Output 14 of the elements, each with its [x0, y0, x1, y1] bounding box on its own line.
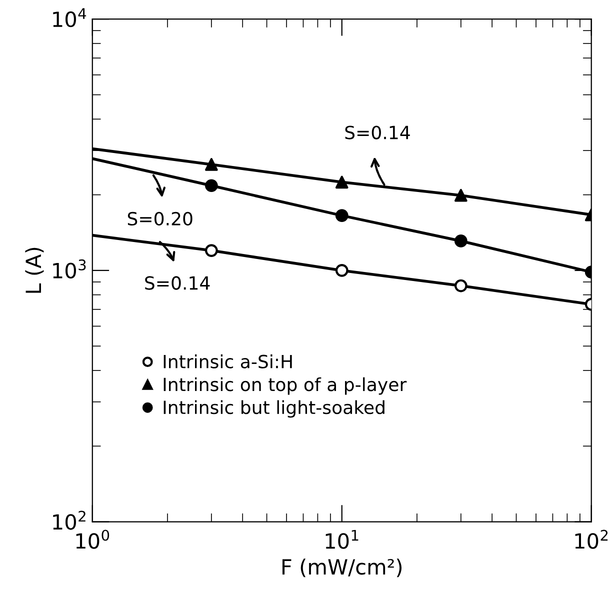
y-tick-label: 10$^{3}$	[53, 259, 86, 278]
x-tick-label: 10$^{2}$	[575, 530, 608, 549]
y-axis-title: L (A)	[25, 248, 44, 293]
annotation: S=0.14	[145, 276, 210, 290]
annotation: S=0.20	[128, 212, 192, 226]
legend-label: Intrinsic on top of a p-layer	[164, 377, 407, 395]
y-tick-label: 10$^{2}$	[53, 510, 86, 530]
x-tick-label: 10$^{1}$	[326, 530, 358, 549]
x-tick-label: 10$^{0}$	[76, 530, 110, 549]
legend-label: Intrinsic a-Si:H	[164, 354, 292, 368]
y-tick-label: 10$^{4}$	[53, 8, 86, 28]
annotation: S=0.14	[345, 126, 410, 140]
x-axis-title: F (mW/cm²)	[282, 558, 402, 578]
legend-label: Intrinsic but light-soaked	[164, 400, 384, 418]
